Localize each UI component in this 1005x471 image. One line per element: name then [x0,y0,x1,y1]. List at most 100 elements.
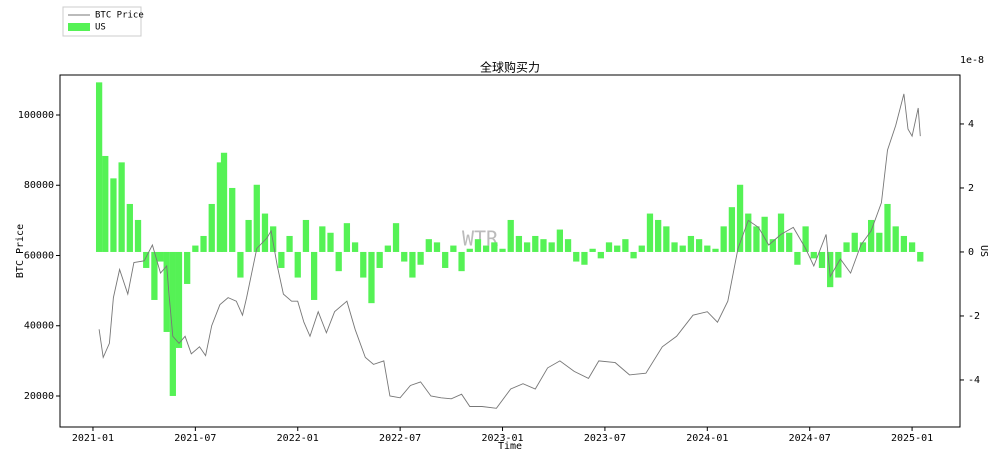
bar [261,213,269,252]
bar [736,184,744,252]
bar [728,207,736,252]
y2-axis-label: US [978,245,989,257]
x-tick-label: 2024-07 [789,433,831,444]
bar [208,203,215,252]
bar [474,239,482,252]
bar [360,251,367,278]
bar [679,245,686,252]
bar [671,242,678,252]
bar [663,226,670,252]
bar [229,187,236,252]
bar [687,235,695,252]
bar [327,232,334,252]
y-tick-label: 40000 [24,321,54,332]
bar [442,251,449,268]
x-axis-label: Time [498,441,522,452]
bar [712,248,719,252]
y2-tick-label: -2 [968,311,980,322]
bar [110,178,117,252]
bar [605,242,613,252]
y-tick-label: 100000 [18,110,54,121]
bar [589,248,596,252]
bar [417,251,424,265]
bar [720,226,727,252]
bar [695,239,703,252]
bar [745,213,752,252]
bar [351,242,359,252]
bar [900,235,908,252]
bar [450,245,457,252]
y2-offset-label: 1e-8 [960,55,984,66]
bar [216,162,224,252]
bar [777,213,785,252]
bar [376,251,383,268]
legend-swatch [68,23,90,31]
x-tick-label: 2021-07 [174,433,216,444]
bar [630,251,637,259]
bar [507,219,514,252]
bar [302,219,310,252]
legend-label: US [95,23,106,33]
bar [802,226,809,252]
y-tick-label: 60000 [24,250,54,261]
bar [126,203,133,252]
bar [175,251,183,348]
y-tick-label: 20000 [24,391,54,402]
bar [753,226,760,252]
bar [810,251,817,259]
y-axis-label: BTC Price [15,224,26,278]
bar [867,219,875,252]
bar [573,251,580,262]
y2-tick-label: 0 [968,247,974,258]
bar [294,251,301,278]
x-tick-label: 2022-01 [277,433,319,444]
bar [532,235,539,252]
bar [892,226,899,252]
bar [704,245,711,252]
bar [540,239,547,252]
bar [835,251,842,278]
bar [523,242,531,252]
bar [548,242,555,252]
bar [286,235,293,252]
bar [134,219,142,252]
bar [425,239,432,252]
bar [761,216,768,252]
bar [794,251,801,265]
bar [102,155,109,252]
x-tick-label: 2021-01 [72,433,114,444]
bar [564,239,572,252]
y2-tick-label: 4 [968,119,974,130]
x-tick-label: 2023-07 [584,433,626,444]
legend-box [62,6,142,37]
bar [169,251,176,396]
bar [655,219,662,252]
bar [884,203,891,252]
x-tick-label: 2023-01 [481,433,523,444]
bar [310,251,318,300]
x-tick-label: 2025-01 [891,433,933,444]
y2-tick-label: -4 [968,375,980,386]
bar [143,251,150,268]
bar [278,251,285,268]
bar [876,232,883,252]
bar [433,242,441,252]
bar [401,251,408,262]
bar [200,235,207,252]
bar [368,251,375,304]
plot-frame [59,74,961,428]
bar [851,232,858,252]
bar [786,232,793,252]
y-tick-label: 80000 [24,180,54,191]
bar [95,82,103,252]
bar [409,251,416,278]
bar [184,251,191,284]
chart-title: 全球购买力 [480,60,540,75]
x-tick-label: 2022-07 [379,433,421,444]
bar [343,223,351,252]
bar [384,245,391,252]
bar [118,162,125,252]
bar [614,245,621,252]
